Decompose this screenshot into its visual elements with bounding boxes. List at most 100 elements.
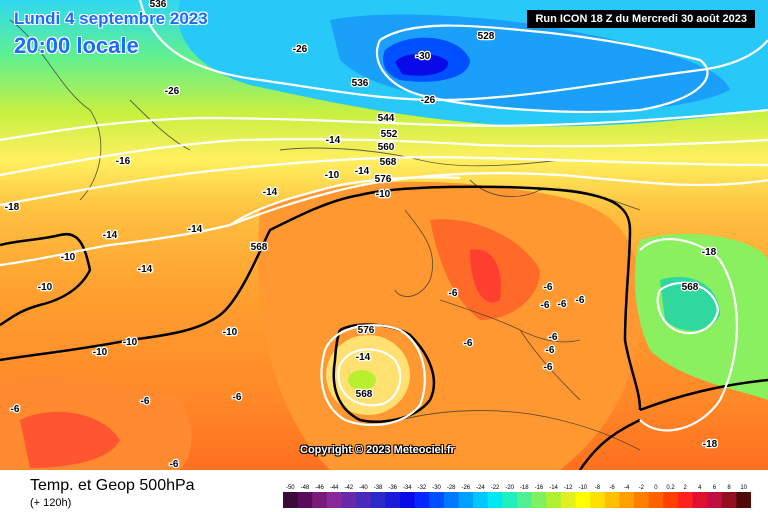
legend-tick-label: -6 [609, 485, 615, 491]
cutoff-low-core [348, 370, 376, 390]
color-scale-legend: -50 -48 -46 -44 -42 -40 -38 -36 -34 -32 -30 -28 -26-… [283, 485, 751, 508]
temperature-label: -26 [293, 44, 308, 55]
legend-swatch [721, 492, 737, 508]
valid-date: Lundi 4 septembre 2023 [14, 9, 208, 28]
contour-576 [229, 176, 461, 226]
geopotential-label: 568 [356, 389, 373, 400]
contour-east-low [639, 238, 739, 432]
legend-swatch [487, 492, 503, 508]
legend-tick-label: -46 [315, 485, 324, 491]
contour-544 [0, 108, 768, 142]
temperature-label: -6 [558, 299, 567, 310]
temperature-label: -14 [355, 166, 370, 177]
geopotential-label: 560 [378, 142, 395, 153]
temperature-label: -10 [93, 347, 108, 358]
legend-tick-label: -42 [344, 485, 353, 491]
contour-552 [0, 138, 768, 177]
model-run-label: Run ICON 18 Z du Mercredi 30 août 2023 [527, 10, 755, 28]
contour-cutoff-576 [320, 324, 426, 427]
geopotential-label: 528 [478, 31, 495, 42]
legend-tick-label: -4 [624, 485, 630, 491]
legend-swatch [370, 492, 386, 508]
legend-swatch [707, 492, 723, 508]
temperature-label: -6 [11, 404, 20, 415]
legend-swatch [677, 492, 694, 508]
legend-swatch [326, 492, 343, 508]
legend-swatch [590, 492, 606, 508]
legend-swatch [297, 492, 313, 508]
temperature-label: -10 [325, 170, 340, 181]
legend-tick-label: -16 [535, 485, 544, 491]
contour-528 [375, 24, 709, 113]
legend-swatch [736, 492, 751, 508]
geopotential-label: 552 [381, 129, 398, 140]
product-title: Temp. et Geop 500hPa [30, 477, 195, 494]
temperature-label: -6 [464, 338, 473, 349]
legend-tick-label: -48 [301, 485, 310, 491]
legend-swatch [604, 492, 620, 508]
legend-swatch [473, 492, 489, 508]
legend-tick-label: -38 [374, 485, 383, 491]
temperature-label: -10 [376, 189, 391, 200]
legend-tick-label: 0.2 [666, 485, 675, 491]
temperature-label: -6 [546, 345, 555, 356]
legend-tick-label: -30 [432, 485, 441, 491]
legend-tick-label: -8 [595, 485, 601, 491]
legend-swatch [443, 492, 460, 508]
legend-swatch [414, 492, 430, 508]
legend-tick-label: 8 [727, 485, 731, 491]
legend-tick-label: -14 [549, 485, 558, 491]
legend-tick-label: -32 [418, 485, 427, 491]
legend-tick-label: -50 [286, 485, 295, 491]
temperature-label: -18 [703, 439, 718, 450]
legend-swatch [546, 492, 562, 508]
warm-field-southwest-core [20, 411, 120, 468]
temperature-label: -26 [421, 95, 436, 106]
legend-tick-label: -2 [639, 485, 645, 491]
legend-tick-label: -20 [505, 485, 514, 491]
temperature-label: -14 [263, 187, 278, 198]
legend-swatch [663, 492, 679, 508]
temperature-label: -30 [416, 51, 431, 62]
temperature-label: -6 [170, 459, 179, 470]
legend-tick-label: -44 [330, 485, 339, 491]
temperature-label: -14 [103, 230, 118, 241]
legend-swatch [283, 492, 299, 508]
legend-swatch [458, 492, 474, 508]
legend-tick-label: -24 [476, 485, 485, 491]
geopotential-label: 568 [682, 282, 699, 293]
geopotential-label: 568 [380, 157, 397, 168]
legend-swatch [502, 492, 518, 508]
local-time: 20:00 locale [14, 33, 139, 58]
coastlines [9, 19, 641, 451]
legend-tick-label: -18 [520, 485, 529, 491]
temperature-geopotential-map: 536 528 536 544 552 560 568 576 568 576 568 568 -30 -… [0, 0, 768, 470]
legend-tick-label: 0 [654, 485, 658, 491]
temperature-label: -6 [544, 282, 553, 293]
temperature-label: -10 [61, 252, 76, 263]
temperature-label: -14 [138, 264, 153, 275]
temperature-label: -18 [5, 202, 20, 213]
lead-time: (+ 120h) [30, 497, 72, 509]
contour-east-568 [656, 281, 720, 335]
temperature-label: -6 [141, 396, 150, 407]
temperature-label: -6 [544, 362, 553, 373]
map-labels: 536 528 536 544 552 560 568 576 568 576 568 568 -30 -… [4, 0, 719, 470]
legend-tick-label: -36 [388, 485, 397, 491]
legend-swatch [648, 492, 664, 508]
legend-tick-label: -22 [491, 485, 500, 491]
geopotential-label: 544 [378, 113, 395, 124]
temperature-label: -18 [702, 247, 717, 258]
geopotential-label: 576 [375, 174, 392, 185]
geopotential-label: 536 [150, 0, 167, 10]
temperature-label: -6 [449, 288, 458, 299]
contour-568 [0, 172, 768, 267]
legend-swatch [531, 492, 547, 508]
legend-swatch [429, 492, 445, 508]
legend-tick-label: -12 [564, 485, 573, 491]
legend-tick-label: -10 [578, 485, 587, 491]
legend-swatch [575, 492, 591, 508]
copyright: Copyright © 2023 Meteociel.fr [300, 444, 455, 456]
contour-560 [0, 156, 768, 207]
